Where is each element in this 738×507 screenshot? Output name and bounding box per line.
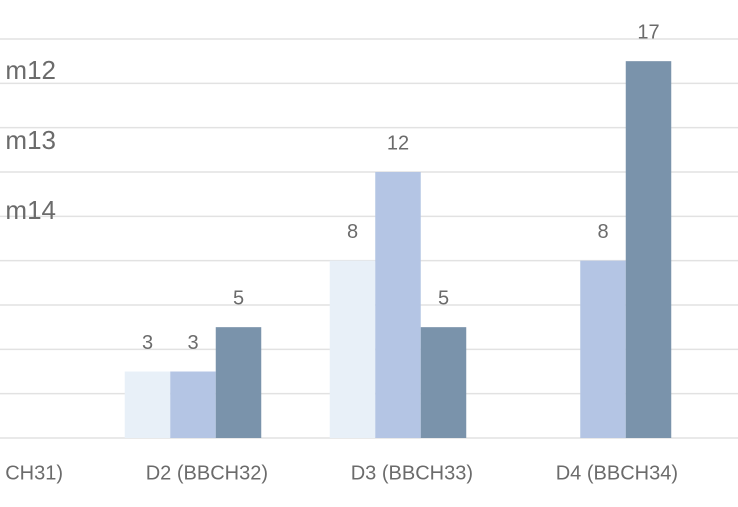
- bar: [625, 61, 672, 439]
- bar: [375, 172, 421, 438]
- bar: [420, 327, 467, 438]
- bar: [215, 327, 262, 438]
- bar: [580, 260, 626, 438]
- value-label: 3: [187, 332, 198, 354]
- bar: [124, 371, 171, 438]
- bar: [170, 371, 216, 438]
- legend-label: m13: [5, 125, 56, 155]
- value-label: 8: [347, 221, 358, 243]
- value-label: 3: [142, 332, 153, 354]
- value-label: 5: [233, 287, 244, 309]
- x-tick-label: D2 (BBCH32): [146, 462, 268, 484]
- legend-label: m14: [5, 195, 56, 225]
- value-label: 5: [438, 287, 449, 309]
- legend-label: m12: [5, 55, 56, 85]
- x-tick-label: CH31): [5, 462, 63, 484]
- bar: [329, 260, 376, 438]
- x-tick-label: D3 (BBCH33): [351, 462, 473, 484]
- value-label: 12: [387, 132, 409, 154]
- value-label: 17: [637, 21, 659, 43]
- value-label: 8: [597, 221, 608, 243]
- x-tick-label: D4 (BBCH34): [556, 462, 678, 484]
